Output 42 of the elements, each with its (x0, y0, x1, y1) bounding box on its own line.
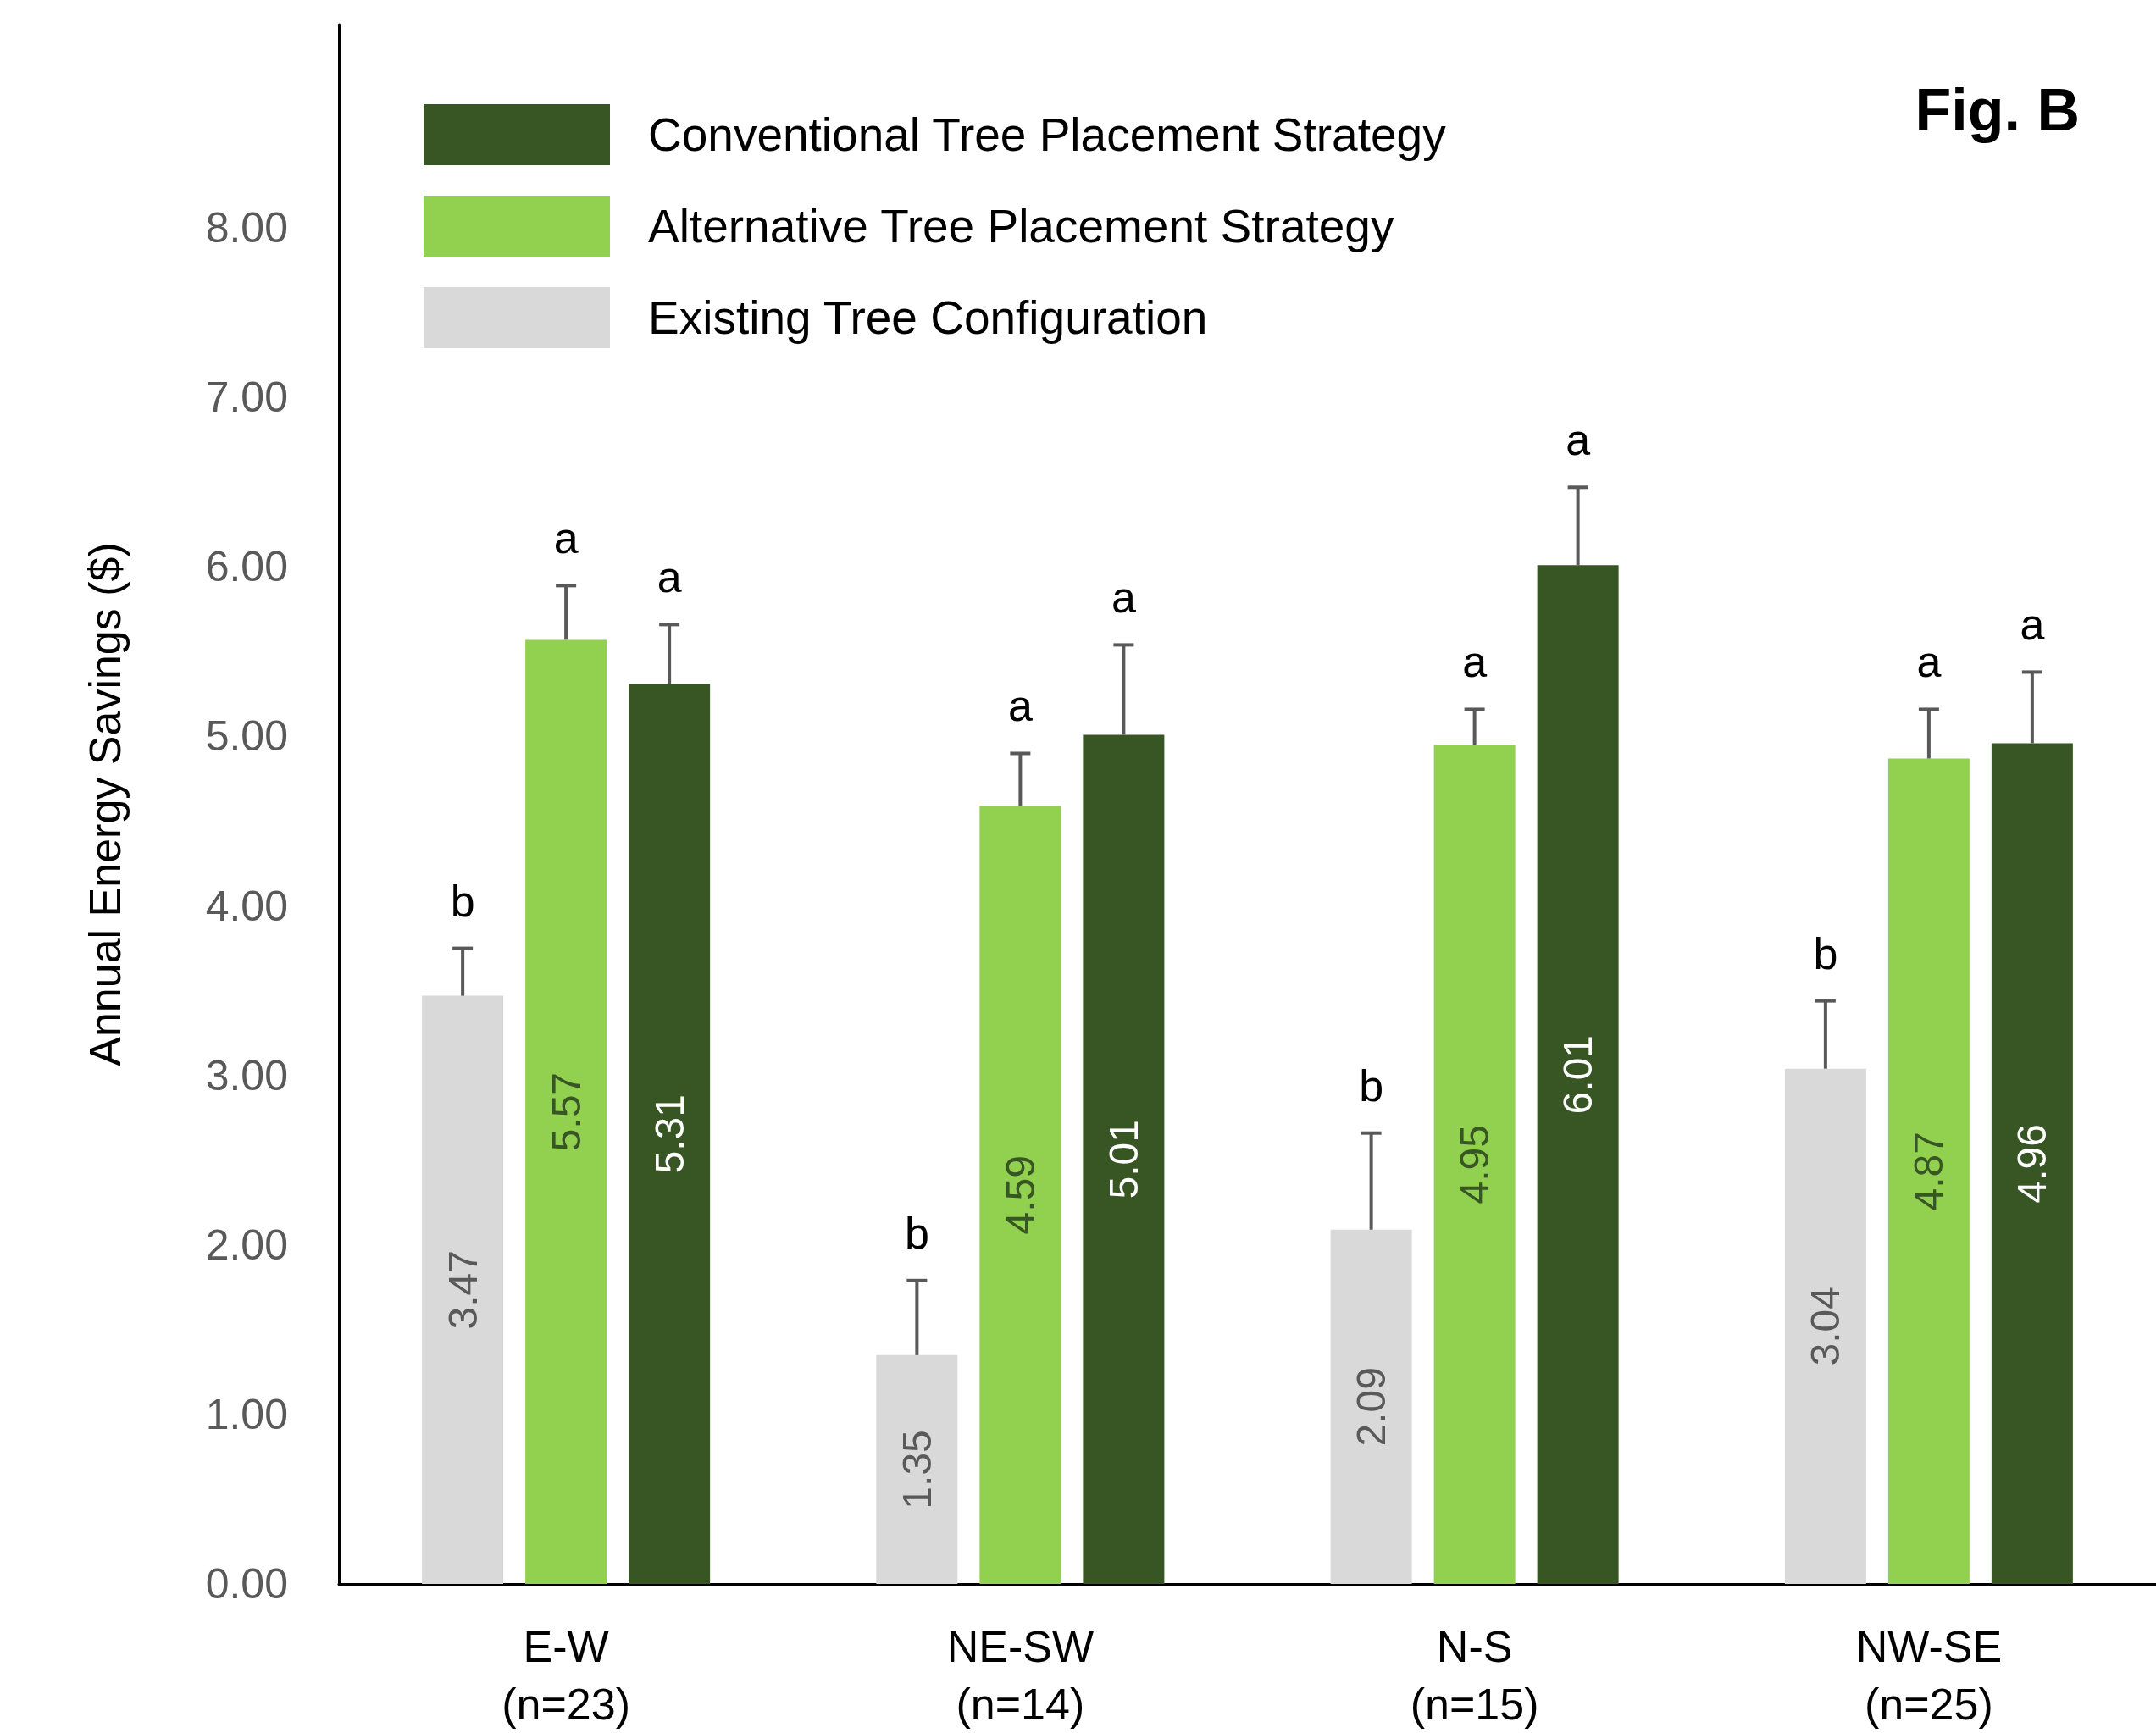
annotation: a (1916, 637, 1942, 687)
annotation: a (1566, 415, 1591, 465)
y-tick-label: 0.00 (205, 1560, 288, 1608)
annotation: a (657, 552, 682, 602)
data-label: 5.01 (1100, 1120, 1146, 1199)
annotation: a (1111, 573, 1136, 623)
y-tick-label: 1.00 (205, 1390, 288, 1438)
data-label: 6.01 (1555, 1034, 1601, 1115)
data-label: 2.09 (1349, 1367, 1394, 1447)
x-tick-label: E-W (n=23) (502, 1622, 631, 1729)
y-tick-label: 7.00 (205, 374, 288, 422)
data-label: 4.96 (2009, 1124, 2055, 1204)
y-tick-label: 5.00 (205, 712, 288, 761)
data-label: 4.95 (1452, 1125, 1498, 1204)
data-label: 1.35 (894, 1430, 939, 1509)
annotation: b (904, 1208, 929, 1258)
legend-label: Conventional Tree Placement Strategy (648, 108, 1447, 161)
annotation: a (1007, 681, 1033, 731)
data-label: 3.47 (440, 1250, 485, 1330)
annotation: b (1813, 928, 1838, 978)
y-tick-label: 8.00 (205, 204, 288, 252)
x-tick-label: NW-SE (n=25) (1855, 1622, 2003, 1729)
data-label: 4.87 (1906, 1132, 1952, 1211)
y-tick-label: 6.00 (205, 543, 288, 591)
legend-label: Existing Tree Configuration (648, 291, 1208, 344)
data-label: 5.57 (543, 1071, 589, 1152)
annotation: b (450, 876, 475, 926)
x-tick-label: NE-SW (n=14) (946, 1622, 1095, 1729)
annotation: b (1359, 1060, 1384, 1110)
annotation: a (1462, 637, 1488, 687)
y-tick-label: 3.00 (205, 1051, 288, 1099)
y-tick-label: 4.00 (205, 882, 288, 930)
data-label: 5.31 (646, 1094, 692, 1174)
data-label: 4.59 (997, 1155, 1043, 1235)
annotation: Fig. B (1915, 77, 2081, 143)
x-tick-label: N-S (n=15) (1410, 1622, 1539, 1729)
annotation: a (553, 513, 579, 563)
annotation: a (2020, 600, 2045, 650)
y-axis-title: Annual Energy Savings ($) (80, 542, 130, 1066)
y-tick-label: 2.00 (205, 1221, 288, 1269)
data-label: 3.04 (1803, 1287, 1848, 1366)
legend-label: Alternative Tree Placement Strategy (648, 200, 1394, 252)
